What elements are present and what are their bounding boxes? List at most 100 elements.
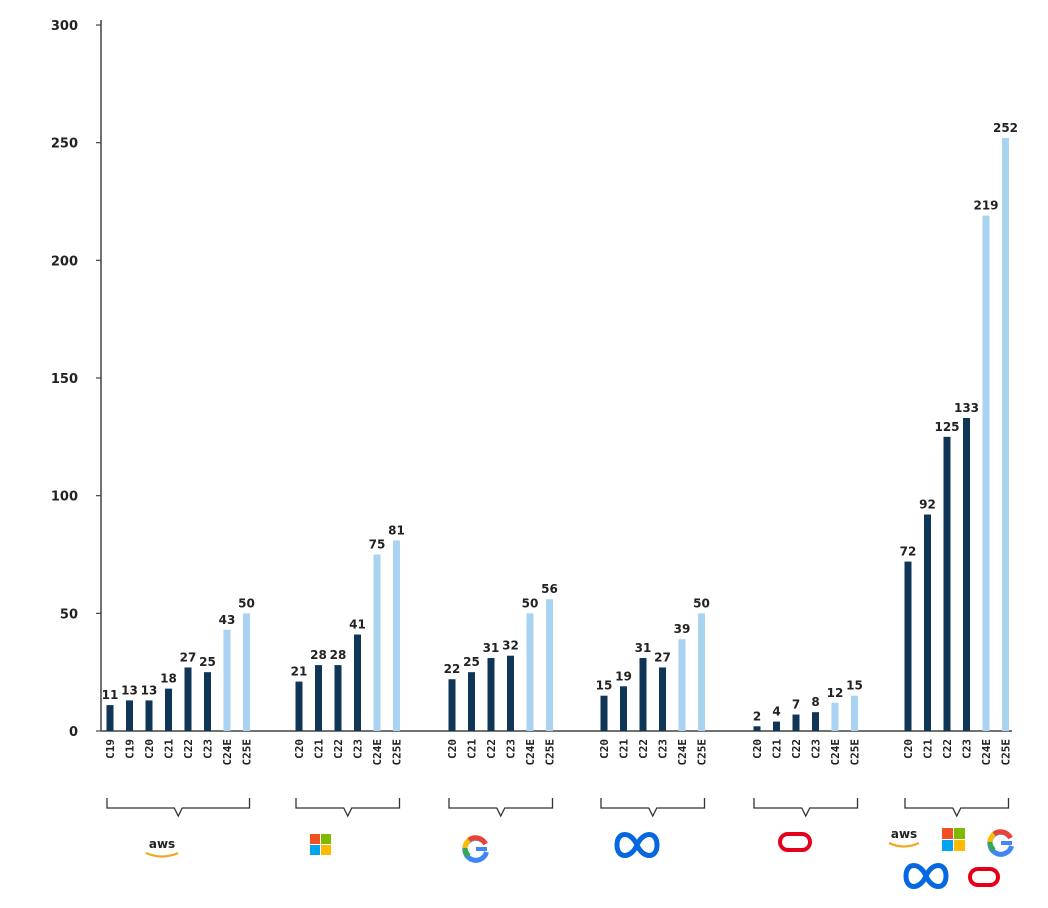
bar-meta-0 — [600, 695, 608, 731]
bar-aws-4 — [184, 667, 192, 731]
category-label: C19 — [124, 739, 137, 759]
bar-meta-1 — [620, 686, 627, 731]
bars — [106, 137, 1009, 731]
category-label: C25E — [391, 739, 404, 766]
y-tick-label: 0 — [69, 725, 78, 740]
value-label: 11 — [102, 688, 119, 702]
value-label: 75 — [369, 538, 386, 552]
value-label: 19 — [615, 669, 632, 683]
bar-google-3 — [507, 655, 514, 731]
category-label: C25E — [696, 739, 709, 766]
category-label: C20 — [598, 739, 611, 759]
bar-oracle-1 — [773, 721, 780, 731]
category-label: C20 — [293, 739, 306, 759]
value-label: 22 — [444, 662, 461, 676]
category-label: C22 — [485, 739, 498, 759]
value-label: 133 — [954, 401, 979, 415]
bar-microsoft-5 — [393, 540, 400, 731]
category-label: C24E — [524, 739, 537, 766]
bar-total-3 — [963, 418, 970, 731]
aws-smile-icon — [145, 851, 179, 858]
category-label: C23 — [505, 739, 518, 759]
category-label: C22 — [637, 739, 650, 759]
value-label: 12 — [827, 686, 844, 700]
bar-oracle-4 — [831, 702, 839, 731]
value-label: 2 — [753, 709, 761, 723]
category-label: C24E — [980, 739, 993, 766]
value-label: 125 — [934, 420, 959, 434]
category-label: C20 — [751, 739, 764, 759]
bar-oracle-0 — [753, 726, 761, 731]
value-label: 28 — [310, 648, 327, 662]
category-label: C21 — [163, 739, 176, 759]
category-label: C24E — [829, 739, 842, 766]
bar-google-5 — [546, 599, 553, 731]
bar-aws-1 — [126, 700, 133, 731]
value-label: 39 — [674, 622, 691, 636]
category-label: C24E — [371, 739, 384, 766]
meta-logo — [614, 832, 660, 858]
bar-meta-3 — [659, 667, 666, 731]
bar-aws-0 — [106, 705, 114, 731]
bar-google-0 — [448, 679, 456, 731]
combined-logos: aws — [888, 827, 1014, 889]
category-label: C24E — [221, 739, 234, 766]
category-label: C23 — [202, 739, 215, 759]
bar-microsoft-2 — [334, 665, 342, 731]
bracket-meta — [600, 798, 706, 818]
y-tick-label: 300 — [51, 19, 78, 34]
value-label: 219 — [973, 199, 998, 213]
value-label: 41 — [349, 618, 366, 632]
y-tick-label: 150 — [51, 372, 78, 387]
value-label: 31 — [635, 641, 652, 655]
aws-logo: aws — [145, 837, 179, 858]
category-label: C23 — [657, 739, 670, 759]
bar-meta-2 — [639, 658, 647, 731]
aws-logo-small: aws — [888, 827, 920, 848]
y-tick-label: 50 — [60, 607, 78, 622]
company-logos: aws aws — [145, 827, 1014, 889]
bar-total-2 — [943, 436, 951, 731]
microsoft-logo — [310, 834, 331, 855]
value-label: 81 — [388, 523, 405, 537]
category-label: C20 — [446, 739, 459, 759]
category-label: C25E — [1000, 739, 1013, 766]
oracle-logo — [778, 832, 812, 852]
bar-aws-3 — [165, 688, 172, 731]
meta-logo-small — [903, 863, 949, 889]
category-label: C22 — [941, 739, 954, 759]
category-label: C21 — [771, 739, 784, 759]
bar-microsoft-4 — [373, 554, 381, 731]
microsoft-blue-square — [310, 845, 320, 855]
value-label: 27 — [654, 650, 671, 664]
group-brackets — [106, 798, 1010, 818]
bar-aws-2 — [145, 700, 153, 731]
bar-aws-7 — [243, 613, 250, 731]
category-label: C20 — [902, 739, 915, 759]
microsoft-logo-small — [942, 828, 965, 851]
value-label: 31 — [483, 641, 500, 655]
category-label: C25E — [241, 739, 254, 766]
bar-total-5 — [1002, 137, 1009, 731]
value-label: 50 — [522, 596, 539, 610]
y-tick-label: 100 — [51, 490, 78, 505]
bar-google-2 — [487, 658, 495, 731]
value-label: 32 — [502, 639, 519, 653]
bar-total-0 — [904, 561, 912, 731]
bar-oracle-3 — [812, 712, 819, 731]
value-label: 15 — [846, 679, 863, 693]
bar-microsoft-1 — [315, 665, 322, 731]
value-label: 27 — [180, 650, 197, 664]
value-label: 72 — [900, 545, 917, 559]
value-label: 56 — [541, 582, 558, 596]
category-label: C21 — [922, 739, 935, 759]
bar-total-4 — [982, 215, 990, 731]
bracket-google — [448, 798, 554, 818]
category-label: C22 — [182, 739, 195, 759]
value-label: 50 — [238, 596, 255, 610]
bar-oracle-2 — [792, 714, 800, 731]
y-tick-label: 200 — [51, 254, 78, 269]
bar-oracle-5 — [851, 695, 858, 731]
